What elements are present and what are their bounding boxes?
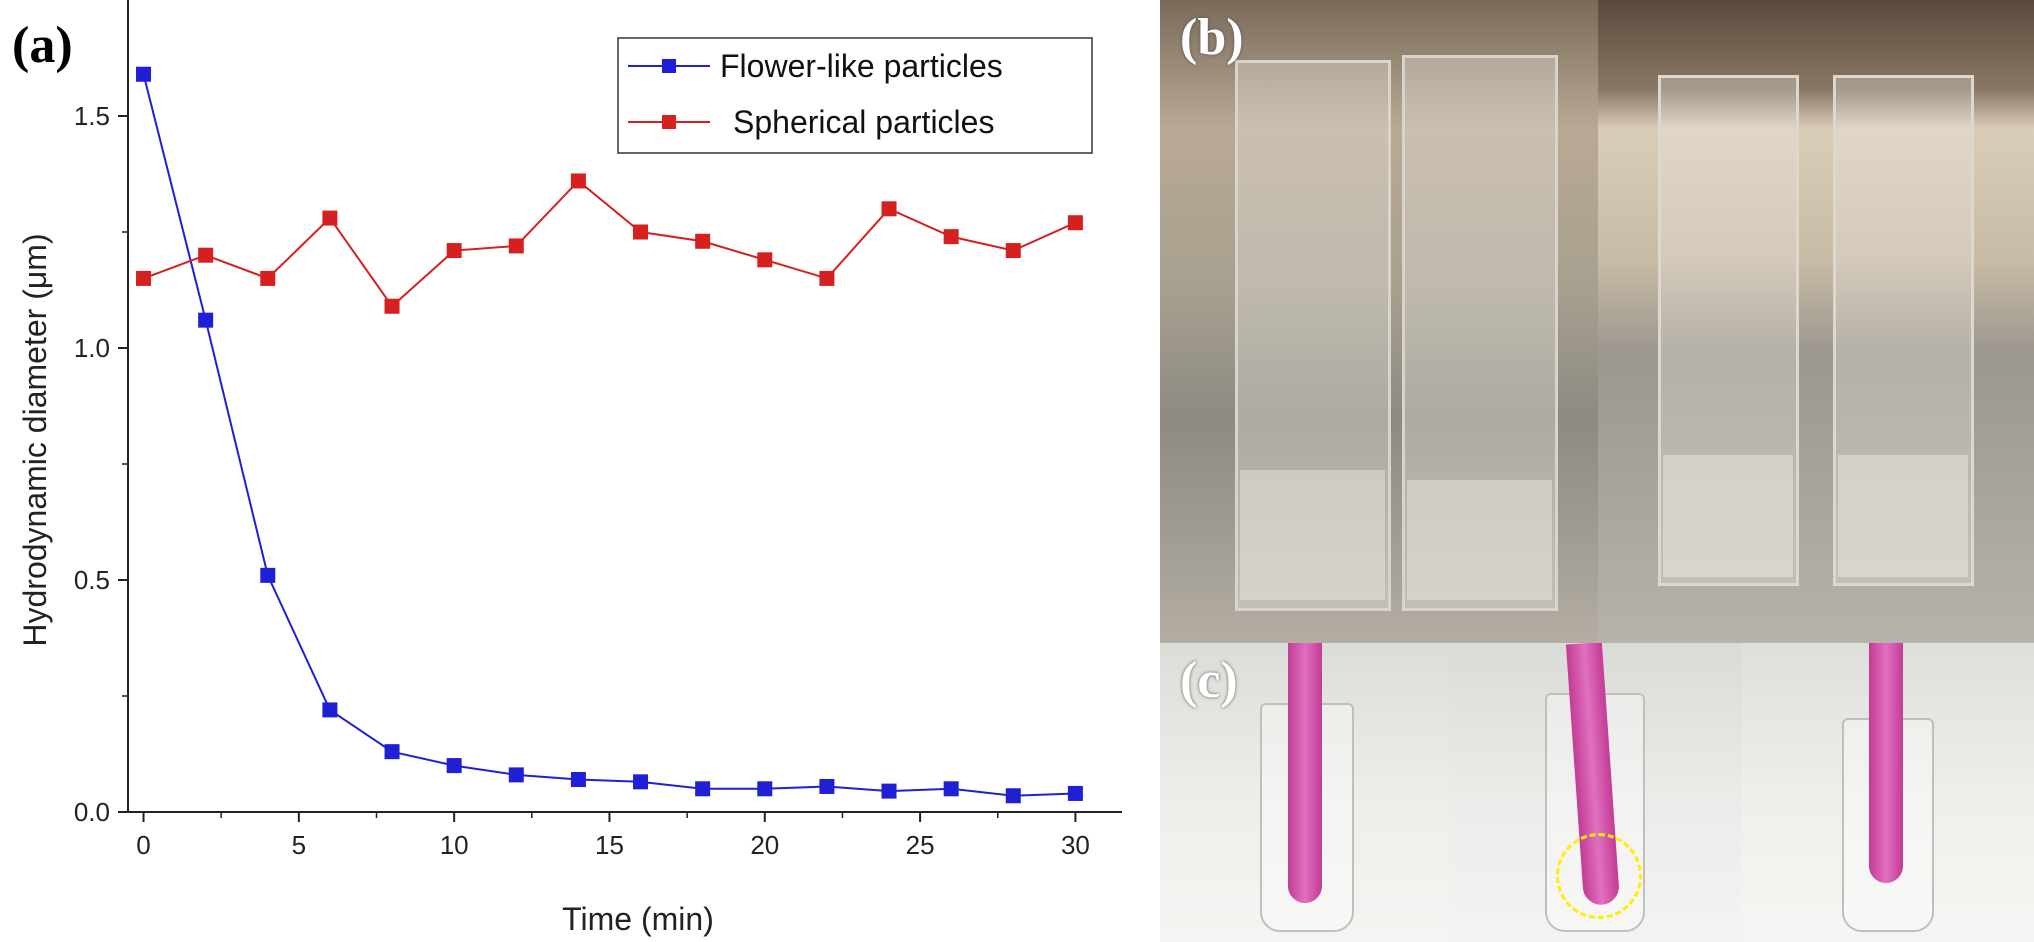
data-point-series-0 xyxy=(881,783,897,799)
data-point-series-0 xyxy=(322,702,338,718)
cuvette-4 xyxy=(1833,75,1974,586)
tube-1 xyxy=(1288,643,1322,903)
legend: Flower-like particles Spherical particle… xyxy=(617,37,1093,154)
data-point-series-0 xyxy=(570,772,586,788)
data-point-series-1 xyxy=(322,210,338,226)
x-tick-label: 20 xyxy=(750,830,779,860)
data-point-series-0 xyxy=(446,758,462,774)
cuvette-2-liquid xyxy=(1407,480,1552,600)
cuvette-1 xyxy=(1235,60,1391,611)
photo-vial-1: (c) xyxy=(1160,643,1450,942)
y-tick-label: 0.5 xyxy=(74,565,110,595)
legend-box xyxy=(617,37,1093,154)
data-point-series-1 xyxy=(1067,215,1083,231)
x-tick-label: 25 xyxy=(906,830,935,860)
data-point-series-1 xyxy=(757,252,773,268)
data-point-series-1 xyxy=(508,238,524,254)
data-point-series-1 xyxy=(943,229,959,245)
data-point-series-1 xyxy=(881,201,897,217)
panel-label-c: (c) xyxy=(1180,652,1238,709)
data-point-series-1 xyxy=(1005,243,1021,259)
data-point-series-0 xyxy=(1005,788,1021,804)
tube-3 xyxy=(1869,643,1903,883)
data-point-series-1 xyxy=(819,270,835,286)
x-axis-title: Time (min) xyxy=(562,901,714,937)
data-point-series-1 xyxy=(198,247,214,263)
data-point-series-1 xyxy=(136,270,152,286)
legend-label-spherical: Spherical particles xyxy=(733,104,994,140)
x-tick-label: 5 xyxy=(292,830,306,860)
x-tick-label: 10 xyxy=(440,830,469,860)
data-point-series-1 xyxy=(446,243,462,259)
legend-marker-spherical xyxy=(662,115,676,129)
photo-vial-2 xyxy=(1450,643,1742,942)
chart-axes: 0 5 10 15 20 25 30 0.0 0.5 1.0 1.5 xyxy=(74,0,1122,860)
cuvette-3-liquid xyxy=(1663,455,1793,577)
chart-a: (a) 0 5 10 15 20 25 300.00.51.01.5 Time (min) … xyxy=(12,0,1122,937)
legend-marker-flower xyxy=(662,59,676,73)
data-point-series-0 xyxy=(260,567,276,583)
cuvette-1-liquid xyxy=(1240,470,1385,600)
data-point-series-0 xyxy=(1067,785,1083,801)
photo-cuvettes-left: (b) xyxy=(1160,0,1598,643)
data-point-series-0 xyxy=(819,778,835,794)
data-point-series-1 xyxy=(260,270,276,286)
x-tick-label: 30 xyxy=(1061,830,1090,860)
photo-cuvettes-right xyxy=(1598,0,2034,643)
cuvette-3 xyxy=(1658,75,1799,586)
cuvette-2 xyxy=(1402,55,1558,611)
panel-label-a: (a) xyxy=(12,17,73,74)
data-point-series-0 xyxy=(695,781,711,797)
series-line-0 xyxy=(142,73,1076,797)
photo-vial-3 xyxy=(1742,643,2034,942)
data-point-series-0 xyxy=(136,66,152,82)
data-point-series-1 xyxy=(695,233,711,249)
y-tick-label: 1.5 xyxy=(74,101,110,131)
y-tick-label: 0.0 xyxy=(74,797,110,827)
chart-series xyxy=(136,66,1083,804)
x-tick-label: 0 xyxy=(136,830,150,860)
x-tick-label: 15 xyxy=(595,830,624,860)
data-point-series-0 xyxy=(508,767,524,783)
data-point-series-0 xyxy=(198,312,214,328)
cuvette-4-liquid xyxy=(1838,455,1968,577)
highlight-circle xyxy=(1556,833,1642,919)
data-point-series-0 xyxy=(384,744,400,760)
panel-label-b: (b) xyxy=(1180,9,1244,66)
data-point-series-1 xyxy=(633,224,649,240)
y-axis-title: Hydrodynamic diameter (μm) xyxy=(17,233,53,646)
data-point-series-0 xyxy=(633,774,649,790)
data-point-series-1 xyxy=(570,173,586,189)
y-tick-label: 1.0 xyxy=(74,333,110,363)
data-point-series-0 xyxy=(943,781,959,797)
data-point-series-1 xyxy=(384,298,400,314)
series-line-1 xyxy=(143,179,1076,308)
legend-label-flower: Flower-like particles xyxy=(720,48,1003,84)
data-point-series-0 xyxy=(757,781,773,797)
